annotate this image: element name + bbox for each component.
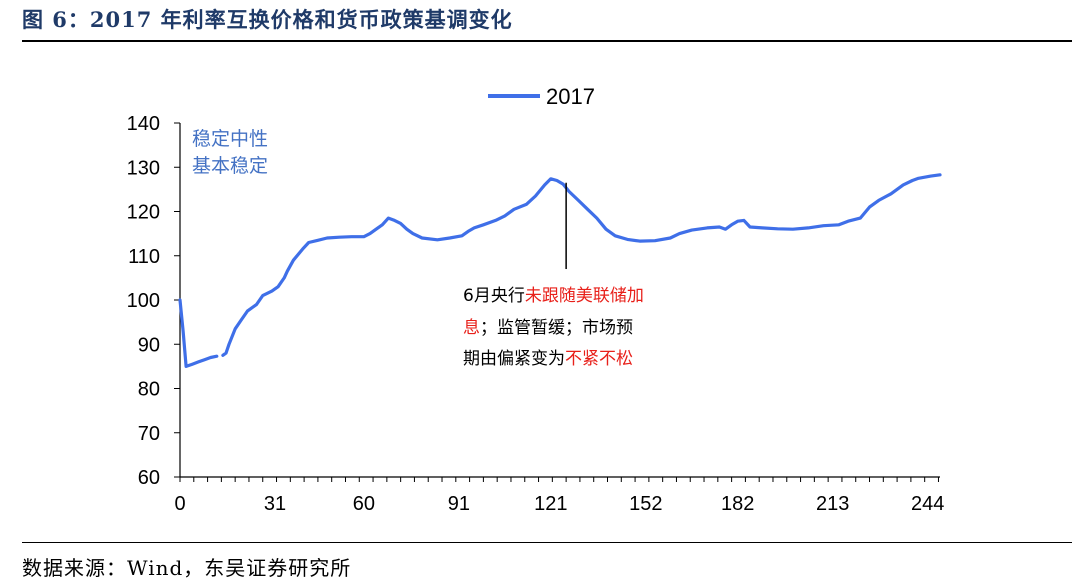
y-tick-label: 100	[127, 290, 160, 312]
x-tick-label: 213	[816, 493, 849, 515]
x-tick-label: 244	[911, 493, 944, 515]
legend: 2017	[488, 84, 595, 109]
source-note: 数据来源：Wind，东吴证券研究所	[22, 556, 352, 580]
y-tick-label: 130	[127, 157, 160, 179]
event-text-2b: ；监管暂缓；市场预	[480, 318, 633, 338]
y-tick-label: 70	[138, 423, 160, 445]
event-annotation-line1: 6月央行未跟随美联储加	[463, 286, 644, 306]
top-rule	[22, 40, 1072, 42]
series-group	[178, 173, 942, 368]
bottom-rule	[22, 542, 1072, 543]
x-tick-label: 0	[174, 493, 185, 515]
x-tick-label: 182	[721, 493, 754, 515]
event-annotation-line2: 息；监管暂缓；市场预	[463, 318, 633, 338]
event-text-1a: 6月央行	[463, 286, 525, 306]
figure-title: 图 6：2017 年利率互换价格和货币政策基调变化	[22, 7, 513, 32]
chart-axes: 60 70 80 90 100 110 120 130 140 0 31 60 91 121 152 182 2…	[127, 113, 945, 515]
event-text-3b: 不紧不松	[565, 349, 633, 369]
series-line-2017	[178, 298, 219, 368]
y-tick-label: 90	[138, 334, 160, 356]
x-tick-label: 152	[629, 493, 662, 515]
series-line-2017	[221, 173, 942, 357]
y-tick-label: 80	[138, 379, 160, 401]
y-tick-label: 140	[127, 113, 160, 135]
y-tick-label: 120	[127, 202, 160, 224]
legend-label: 2017	[546, 84, 595, 109]
x-tick-label: 121	[534, 493, 567, 515]
y-tick-label: 110	[128, 246, 160, 268]
x-tick-label: 31	[264, 493, 286, 515]
policy-note-line2: 基本稳定	[192, 155, 268, 177]
event-text-1b: 未跟随美联储加	[525, 286, 644, 306]
event-text-3a: 期由偏紧变为	[463, 349, 565, 369]
x-tick-label: 60	[353, 493, 375, 515]
event-annotation-line3: 期由偏紧变为不紧不松	[463, 349, 633, 369]
event-text-2a: 息	[463, 318, 480, 338]
y-tick-label: 60	[138, 467, 160, 489]
x-tick-label: 91	[448, 493, 470, 515]
policy-note-line1: 稳定中性	[192, 128, 268, 150]
